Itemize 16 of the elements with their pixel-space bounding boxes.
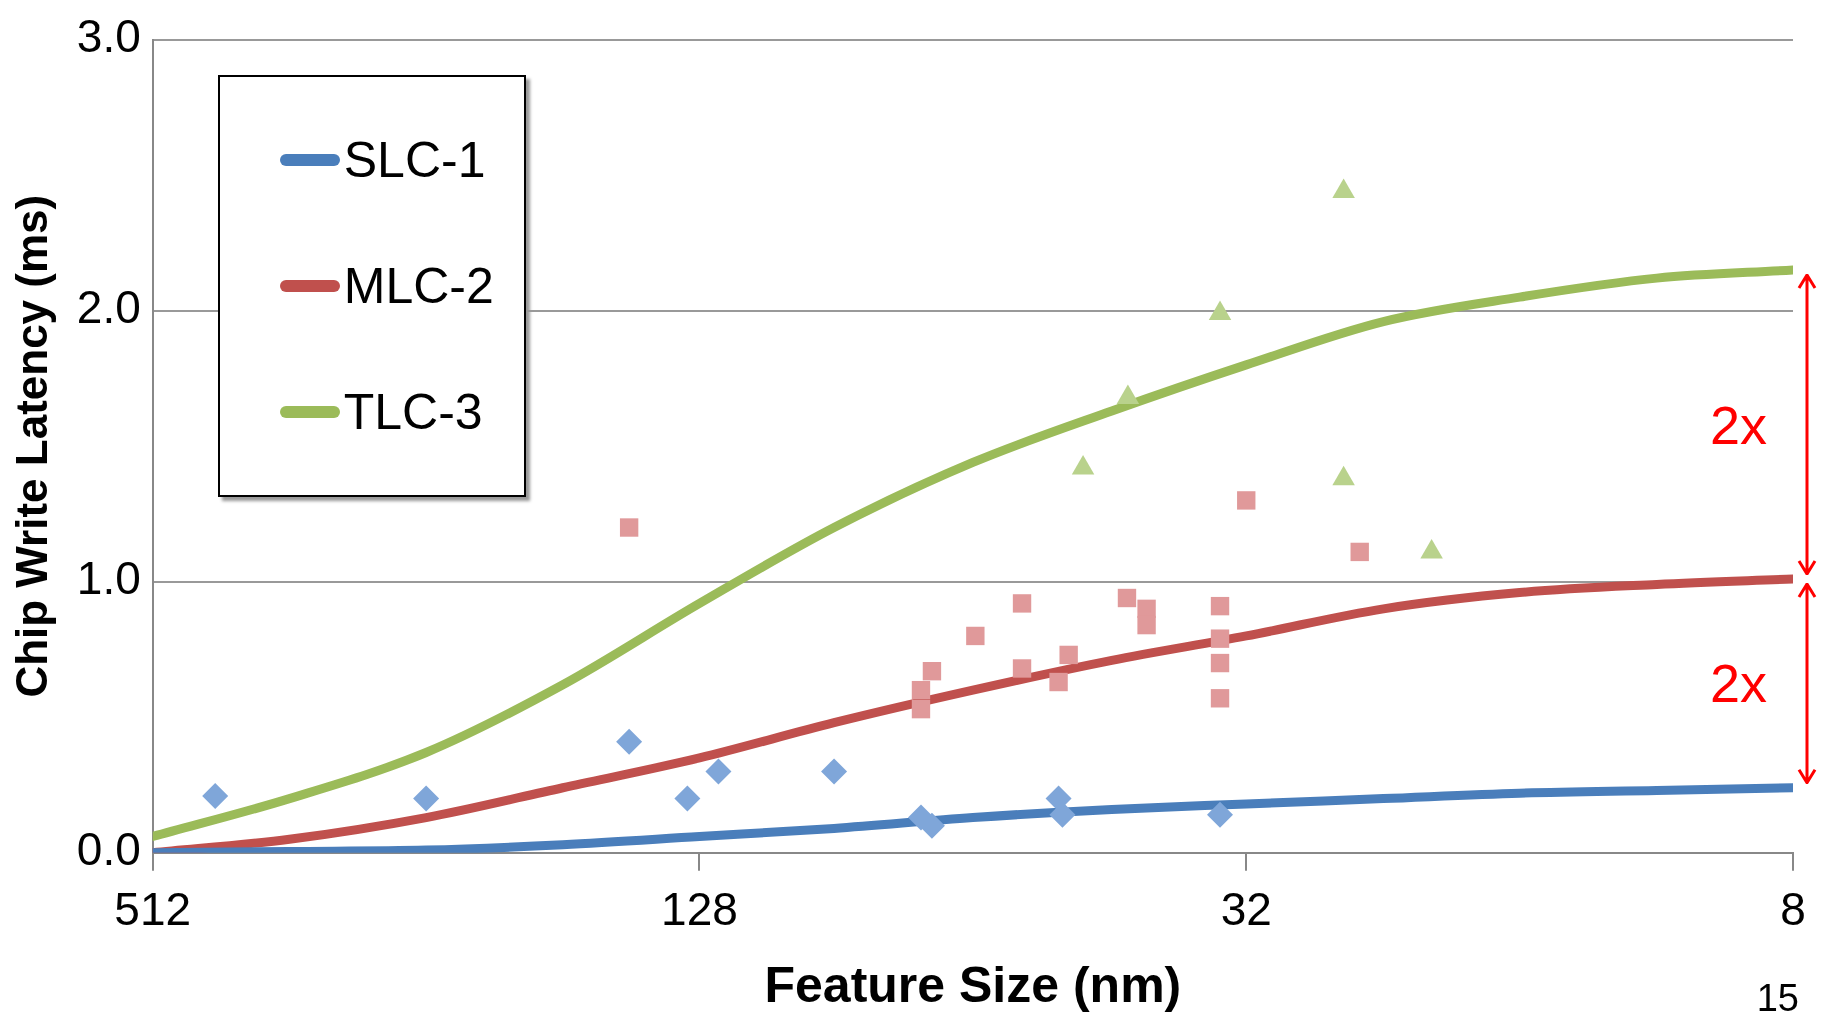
- x-tick-label: 8: [1780, 883, 1806, 936]
- legend-label: SLC-1: [343, 130, 486, 189]
- y-tick-label: 0.0: [76, 823, 141, 876]
- x-tick-label: 128: [661, 883, 738, 936]
- annotation: 2x: [1710, 393, 1768, 456]
- annotation: 2x: [1710, 652, 1768, 715]
- legend-label: TLC-3: [343, 382, 483, 441]
- y-axis-title: Chip Write Latency (ms): [6, 194, 56, 698]
- text: 15: [1756, 977, 1799, 1020]
- x-tick-label: 32: [1220, 883, 1272, 936]
- y-tick-label: 3.0: [76, 10, 141, 63]
- y-tick-label: 1.0: [76, 552, 141, 605]
- y-tick-label: 2.0: [76, 281, 141, 334]
- legend-label: MLC-2: [343, 256, 494, 315]
- x-axis-title: Feature Size (nm): [764, 956, 1182, 1013]
- x-tick-label: 512: [114, 883, 192, 936]
